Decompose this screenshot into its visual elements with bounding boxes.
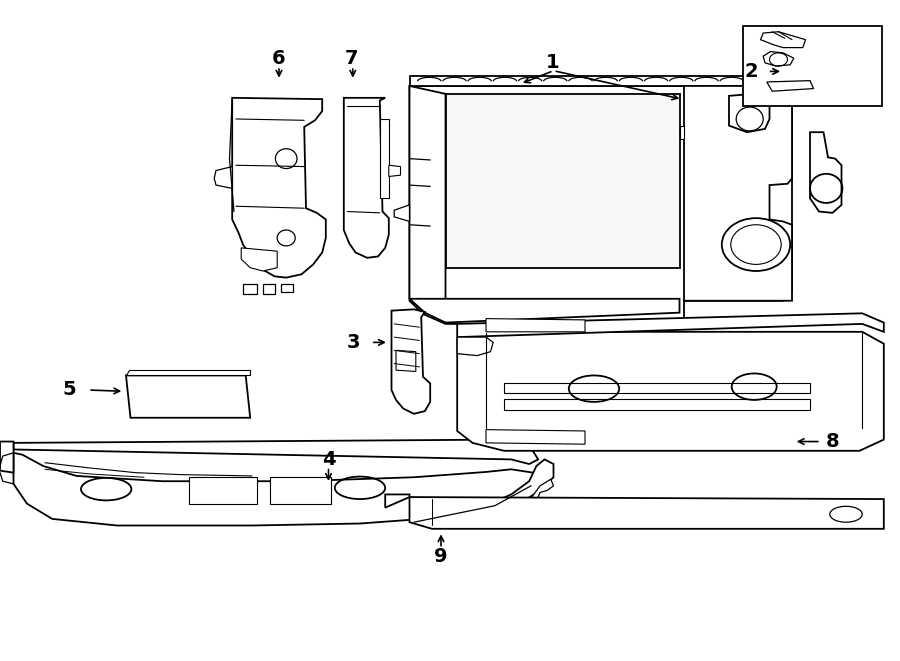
Polygon shape <box>410 299 680 323</box>
Polygon shape <box>509 479 554 524</box>
Polygon shape <box>263 284 274 294</box>
Text: 5: 5 <box>63 381 76 399</box>
Polygon shape <box>410 497 884 529</box>
Polygon shape <box>243 284 256 294</box>
Polygon shape <box>270 477 331 504</box>
Text: 1: 1 <box>545 54 560 72</box>
Polygon shape <box>457 313 884 337</box>
Polygon shape <box>14 453 538 525</box>
Text: 6: 6 <box>272 49 286 67</box>
Polygon shape <box>126 370 250 375</box>
Polygon shape <box>344 98 389 258</box>
Text: 4: 4 <box>321 450 336 469</box>
Polygon shape <box>410 86 446 313</box>
Polygon shape <box>385 494 410 508</box>
Polygon shape <box>281 284 292 292</box>
Polygon shape <box>14 440 538 464</box>
Polygon shape <box>767 81 814 91</box>
Polygon shape <box>0 442 14 473</box>
Polygon shape <box>504 399 810 410</box>
Polygon shape <box>396 350 416 371</box>
Text: 8: 8 <box>826 432 840 451</box>
Polygon shape <box>214 167 232 188</box>
Polygon shape <box>232 98 326 278</box>
Polygon shape <box>742 26 882 106</box>
Polygon shape <box>486 319 585 332</box>
Polygon shape <box>392 309 430 414</box>
Polygon shape <box>241 248 277 271</box>
Polygon shape <box>486 430 585 444</box>
Text: 3: 3 <box>346 333 360 352</box>
Polygon shape <box>410 76 792 86</box>
Polygon shape <box>729 93 769 132</box>
Text: 7: 7 <box>344 49 358 67</box>
Polygon shape <box>446 94 680 268</box>
Polygon shape <box>760 32 806 48</box>
Text: 2: 2 <box>744 62 758 81</box>
Polygon shape <box>684 86 792 301</box>
Polygon shape <box>457 337 493 356</box>
Polygon shape <box>763 52 794 66</box>
Polygon shape <box>380 119 389 198</box>
Text: 9: 9 <box>434 547 448 566</box>
Polygon shape <box>810 132 842 213</box>
Polygon shape <box>189 477 256 504</box>
Polygon shape <box>493 459 554 508</box>
Polygon shape <box>410 86 792 324</box>
Polygon shape <box>504 383 810 393</box>
Polygon shape <box>680 126 684 139</box>
Polygon shape <box>394 205 410 221</box>
Polygon shape <box>457 332 884 451</box>
Polygon shape <box>126 375 250 418</box>
Polygon shape <box>389 165 400 176</box>
